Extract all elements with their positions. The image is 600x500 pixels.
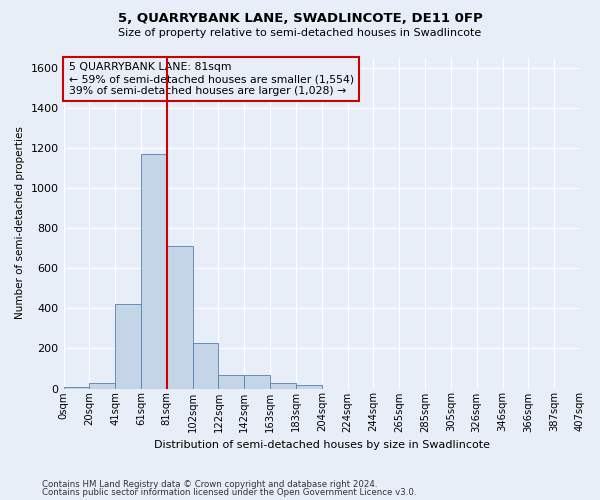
Bar <box>89 383 115 388</box>
Text: Contains HM Land Registry data © Crown copyright and database right 2024.: Contains HM Land Registry data © Crown c… <box>42 480 377 489</box>
Bar <box>64 386 89 388</box>
Y-axis label: Number of semi-detached properties: Number of semi-detached properties <box>15 126 25 320</box>
Text: 5 QUARRYBANK LANE: 81sqm
← 59% of semi-detached houses are smaller (1,554)
39% o: 5 QUARRYBANK LANE: 81sqm ← 59% of semi-d… <box>69 62 354 96</box>
Text: Contains public sector information licensed under the Open Government Licence v3: Contains public sector information licen… <box>42 488 416 497</box>
Bar <box>193 343 218 388</box>
X-axis label: Distribution of semi-detached houses by size in Swadlincote: Distribution of semi-detached houses by … <box>154 440 490 450</box>
Bar <box>244 376 270 388</box>
Bar <box>167 246 193 388</box>
Bar <box>270 383 296 388</box>
Bar <box>141 154 167 388</box>
Text: Size of property relative to semi-detached houses in Swadlincote: Size of property relative to semi-detach… <box>118 28 482 38</box>
Bar <box>296 385 322 388</box>
Text: 5, QUARRYBANK LANE, SWADLINCOTE, DE11 0FP: 5, QUARRYBANK LANE, SWADLINCOTE, DE11 0F… <box>118 12 482 26</box>
Bar <box>218 375 244 388</box>
Bar <box>115 304 141 388</box>
